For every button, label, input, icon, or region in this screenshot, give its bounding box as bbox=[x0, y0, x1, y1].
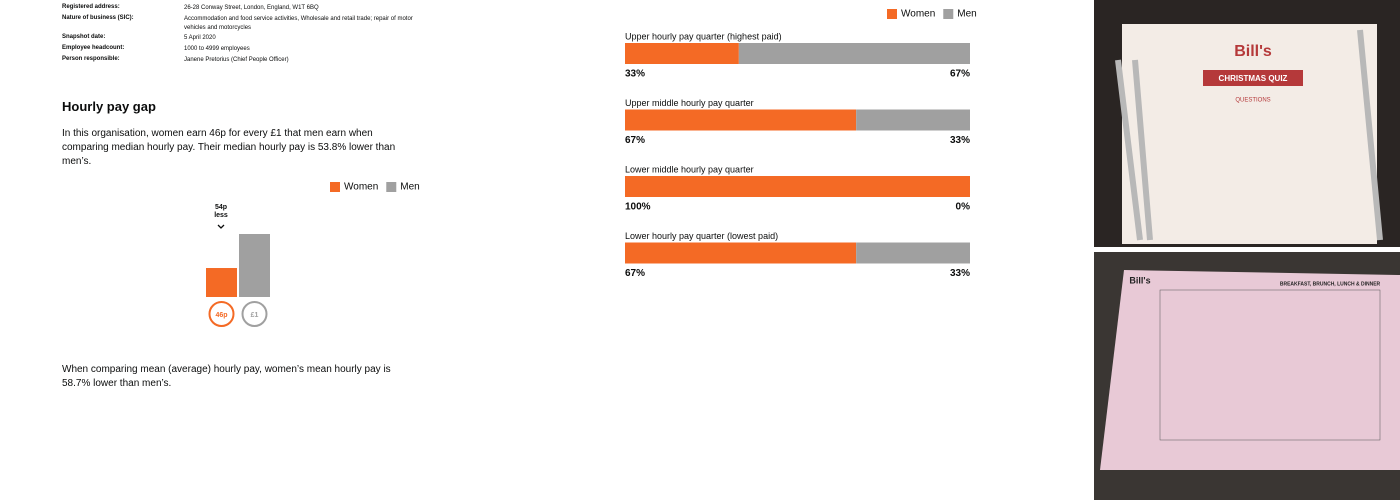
detail-label: Registered address: bbox=[62, 4, 120, 10]
category-label: Lower hourly pay quarter (lowest paid) bbox=[625, 231, 778, 241]
quiz-banner bbox=[1203, 70, 1303, 86]
value-badge bbox=[241, 301, 268, 327]
bar-segment bbox=[625, 109, 857, 131]
detail-value: Janene Pretorius (Chief People Officer) bbox=[184, 57, 289, 63]
bar bbox=[206, 268, 237, 297]
bar-segment bbox=[625, 176, 970, 197]
annotation: 54p bbox=[215, 204, 227, 211]
detail-value: 26-28 Conway Street, London, England, W1… bbox=[184, 5, 319, 11]
value-label: 100% bbox=[625, 202, 651, 213]
category-label: Lower middle hourly pay quarter bbox=[625, 164, 754, 174]
value-label: 33% bbox=[950, 268, 970, 279]
legend-swatch bbox=[330, 182, 340, 192]
bar-segment bbox=[856, 242, 970, 264]
intro-text: In this organisation, women earn 46p for… bbox=[62, 128, 396, 167]
value-label: 33% bbox=[950, 135, 970, 146]
value-label: 0% bbox=[956, 202, 971, 213]
photo-quiz bbox=[1094, 0, 1400, 247]
section-title: Hourly pay gap bbox=[62, 99, 156, 114]
legend-label: Women bbox=[344, 182, 378, 193]
legend-label: Men bbox=[400, 182, 419, 193]
quiz-heading: QUESTIONS bbox=[1235, 98, 1270, 104]
outro-text: When comparing mean (average) hourly pay… bbox=[62, 364, 391, 389]
cutlery bbox=[1115, 29, 1383, 241]
value-label: 67% bbox=[625, 268, 645, 279]
menu-sheet bbox=[1100, 270, 1400, 470]
annotation-arrow bbox=[217, 224, 225, 229]
quiz-title: CHRISTMAS QUIZ bbox=[1219, 74, 1288, 83]
quiz-brand: Bill's bbox=[1234, 43, 1272, 60]
legend-swatch bbox=[386, 182, 397, 192]
value-label: 33% bbox=[625, 69, 645, 80]
legend-swatch bbox=[943, 9, 954, 19]
detail-value: 5 April 2020 bbox=[184, 35, 216, 41]
value-label: £1 bbox=[251, 312, 259, 319]
legend-label: Men bbox=[957, 9, 976, 20]
bar-segment bbox=[856, 109, 970, 131]
detail-label: Employee headcount: bbox=[62, 45, 125, 51]
photo-menu bbox=[1094, 252, 1400, 500]
placemat bbox=[1122, 24, 1377, 244]
value-badge bbox=[208, 301, 235, 327]
legend-swatch bbox=[887, 9, 897, 19]
detail-label: Snapshot date: bbox=[62, 34, 106, 40]
menu-brand: Bill's bbox=[1129, 275, 1150, 285]
menu-title: BREAKFAST, BRUNCH, LUNCH & DINNER bbox=[1280, 281, 1381, 287]
value-label: 67% bbox=[950, 69, 970, 80]
detail-label: Nature of business (SIC): bbox=[62, 15, 134, 21]
annotation: less bbox=[214, 212, 228, 219]
bar-segment bbox=[625, 43, 739, 64]
value-label: 46p bbox=[215, 312, 227, 319]
category-label: Upper hourly pay quarter (highest paid) bbox=[625, 31, 782, 41]
value-label: 67% bbox=[625, 135, 645, 146]
bar-segment bbox=[625, 242, 857, 264]
category-label: Upper middle hourly pay quarter bbox=[625, 98, 754, 108]
menu-grid bbox=[1159, 289, 1381, 441]
detail-value: 1000 to 4999 employees bbox=[184, 46, 250, 52]
detail-value: Accommodation and food service activitie… bbox=[184, 16, 413, 31]
legend-label: Women bbox=[901, 9, 935, 20]
detail-label: Person responsible: bbox=[62, 56, 120, 62]
bar-segment bbox=[738, 43, 970, 64]
bar bbox=[239, 234, 270, 297]
